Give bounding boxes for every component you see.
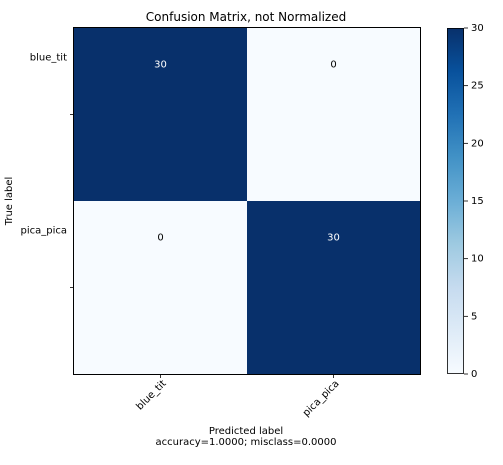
heatmap-cell-pica_pica-blue_tit — [74, 201, 247, 374]
colorbar-tick-label: 20 — [471, 138, 484, 149]
heatmap-cell-blue_tit-pica_pica — [247, 28, 420, 201]
y-tick-label: pica_pica — [20, 226, 67, 237]
y-tick-label: blue_tit — [30, 53, 67, 64]
x-tick-label: pica_pica — [301, 378, 342, 419]
x-axis-ticks: blue_tit pica_pica — [135, 374, 342, 419]
colorbar-tick-label: 5 — [471, 311, 477, 322]
y-axis-label: True label — [4, 177, 15, 227]
cell-value-label: 30 — [154, 60, 167, 71]
colorbar — [447, 28, 464, 374]
y-axis-ticks: blue_tit pica_pica — [20, 53, 74, 288]
cell-value-label: 0 — [157, 233, 163, 244]
heatmap-cells — [74, 28, 420, 374]
cell-value-label: 0 — [330, 60, 336, 71]
colorbar-tick-label: 30 — [471, 23, 484, 34]
x-axis-sublabel: accuracy=1.0000; misclass=0.0000 — [156, 437, 337, 448]
colorbar-tick-label: 0 — [471, 369, 477, 380]
cell-value-label: 30 — [327, 233, 340, 244]
colorbar-tick-label: 15 — [471, 196, 484, 207]
chart-title: Confusion Matrix, not Normalized — [146, 10, 346, 24]
colorbar-ticks: 0 5 10 15 20 25 30 — [464, 23, 484, 380]
x-tick-label: blue_tit — [135, 378, 169, 412]
heatmap-cell-pica_pica-pica_pica — [247, 201, 420, 374]
colorbar-tick-label: 10 — [471, 254, 484, 265]
colorbar-tick-label: 25 — [471, 81, 484, 92]
x-axis-label: Predicted label — [209, 426, 283, 437]
heatmap-cell-blue_tit-blue_tit — [74, 28, 247, 201]
